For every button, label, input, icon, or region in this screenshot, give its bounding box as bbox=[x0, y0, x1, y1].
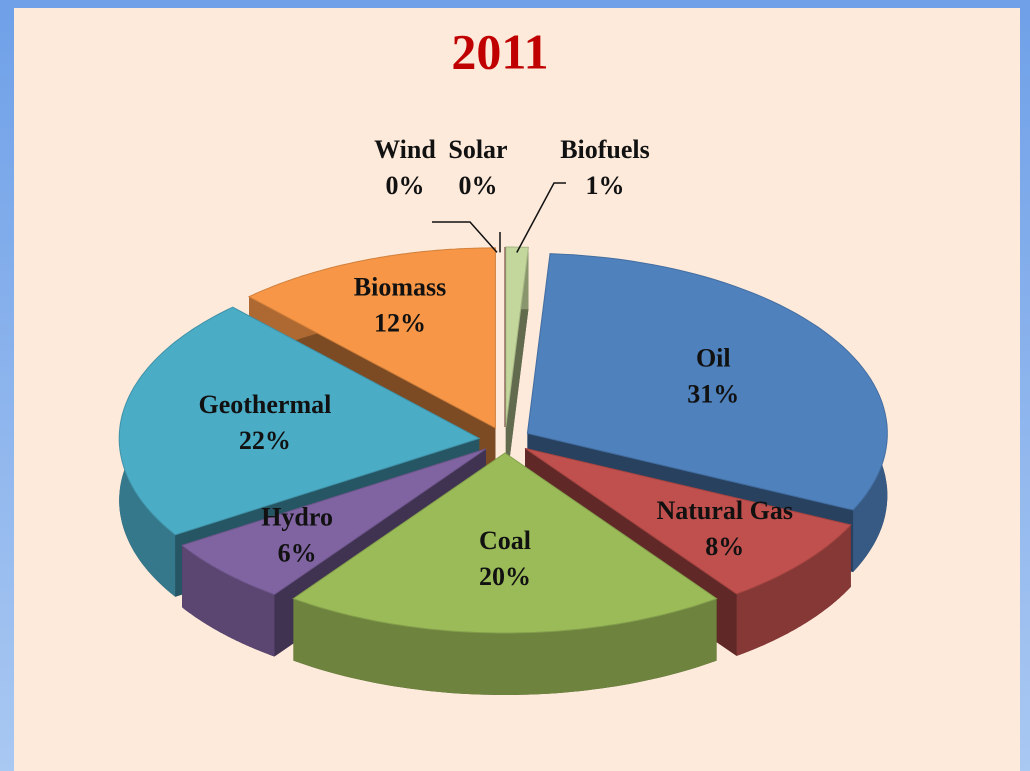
slice bbox=[292, 452, 718, 695]
data-label-name: Natural Gas bbox=[657, 496, 794, 525]
slice-top bbox=[292, 452, 718, 634]
slice-top bbox=[247, 247, 496, 429]
slice-top bbox=[181, 448, 487, 596]
data-label-name: Oil bbox=[696, 343, 731, 372]
slice-rim bbox=[182, 545, 275, 657]
data-label-name: Coal bbox=[479, 526, 531, 555]
slice-top bbox=[505, 246, 529, 428]
chart-title: 2011 bbox=[451, 23, 548, 79]
data-label-name: Solar bbox=[448, 135, 507, 164]
leader-line bbox=[516, 182, 566, 253]
data-label-name: Geothermal bbox=[198, 390, 331, 419]
data-label-value: 0% bbox=[459, 171, 498, 200]
data-label-value: 1% bbox=[586, 171, 625, 200]
data-label-name: Wind bbox=[374, 135, 436, 164]
data-label-value: 12% bbox=[374, 308, 426, 337]
slice-rim bbox=[736, 524, 851, 656]
leader-line bbox=[432, 221, 498, 253]
slice-top bbox=[118, 306, 481, 536]
data-label-name: Biofuels bbox=[560, 135, 650, 164]
data-label-name: Biomass bbox=[354, 272, 446, 301]
slice bbox=[505, 246, 529, 489]
slice-top bbox=[524, 447, 852, 595]
slice-rim bbox=[293, 598, 717, 695]
data-label-value: 22% bbox=[239, 426, 291, 455]
slice-top bbox=[526, 253, 888, 511]
data-label-value: 0% bbox=[386, 171, 425, 200]
data-label-value: 8% bbox=[705, 532, 744, 561]
data-label-name: Hydro bbox=[261, 503, 333, 532]
data-label-value: 31% bbox=[687, 379, 739, 408]
data-label-value: 20% bbox=[479, 562, 531, 591]
data-label-value: 6% bbox=[278, 539, 317, 568]
